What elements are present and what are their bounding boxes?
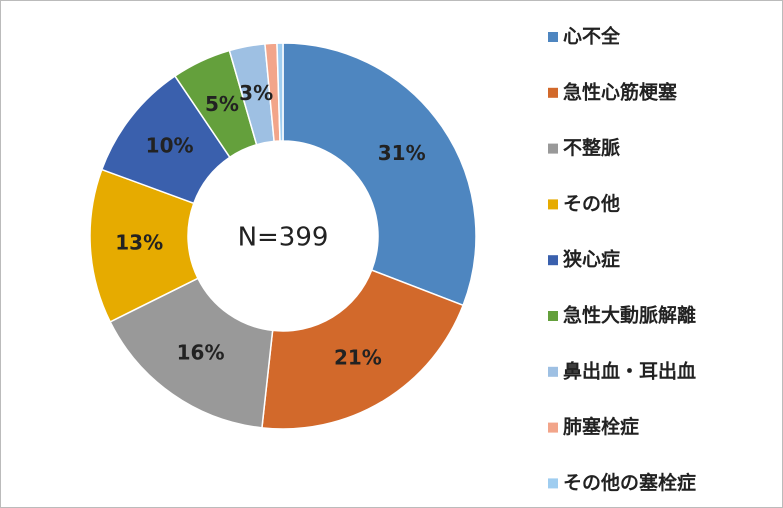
legend-label: 急性心筋梗塞 <box>563 80 678 103</box>
slice <box>261 269 465 430</box>
legend-label: その他 <box>563 192 620 215</box>
legend-label: 急性大動脈解離 <box>563 304 696 327</box>
legend-label: その他の塞栓症 <box>563 471 696 494</box>
legend-label: 不整脈 <box>563 136 620 159</box>
legend-label: 心不全 <box>563 25 621 48</box>
legend-swatch <box>548 478 558 489</box>
center-annotation: N=399 <box>238 223 329 253</box>
legend-swatch <box>548 366 558 377</box>
data-label: 13% <box>115 230 163 254</box>
slice <box>109 277 274 429</box>
data-label: 3% <box>239 81 273 105</box>
slice <box>276 42 284 142</box>
data-label: 16% <box>177 341 225 365</box>
data-label: 5% <box>205 92 239 116</box>
data-label: 10% <box>146 134 194 158</box>
legend-swatch <box>548 199 558 210</box>
legend-swatch <box>548 87 558 98</box>
legend-swatch <box>548 311 558 321</box>
donut <box>89 42 477 430</box>
legend-label: 肺塞栓症 <box>563 415 639 438</box>
data-label: 31% <box>378 141 426 165</box>
legend-label: 鼻出血・耳出血 <box>563 359 696 382</box>
slice <box>282 42 477 307</box>
legend-label: 狭心症 <box>562 248 620 271</box>
data-label: 21% <box>334 345 382 369</box>
legend-swatch <box>548 32 558 42</box>
legend-swatch <box>548 255 558 266</box>
legend-swatch <box>548 143 558 154</box>
legend-swatch <box>548 422 558 433</box>
